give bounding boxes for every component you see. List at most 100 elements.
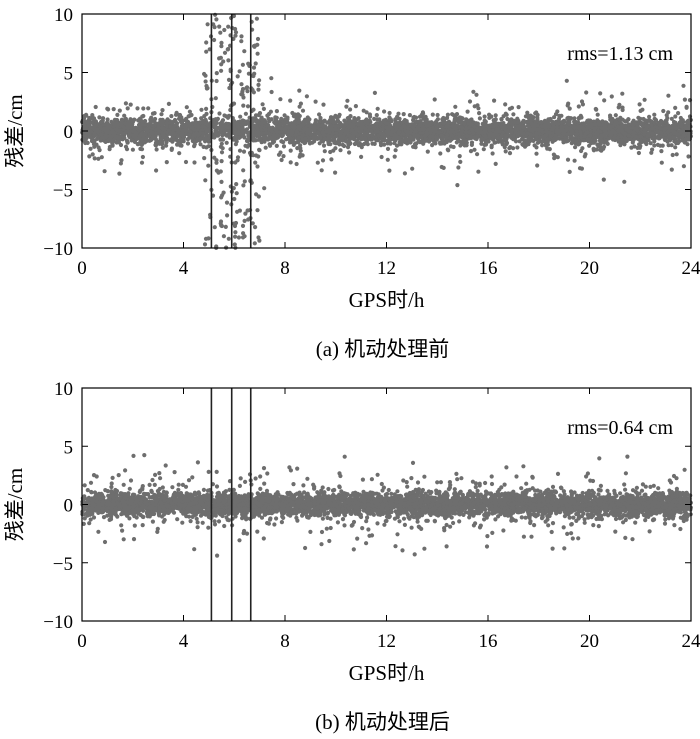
residual-point — [325, 120, 330, 125]
residual-point — [325, 129, 330, 134]
residual-point — [605, 141, 610, 146]
residual-point — [222, 50, 228, 55]
residual-point — [91, 116, 97, 121]
residual-point — [279, 139, 284, 144]
residual-point — [140, 114, 145, 119]
residual-point — [279, 157, 284, 163]
residual-point — [385, 157, 390, 162]
residual-point — [513, 128, 518, 133]
residual-point — [397, 135, 402, 140]
residual-point — [166, 101, 171, 106]
residual-point — [105, 117, 110, 122]
residual-point — [217, 111, 222, 116]
residual-point — [288, 160, 293, 165]
residual-point — [237, 148, 243, 153]
residual-point — [330, 138, 336, 143]
residual-point — [434, 137, 439, 142]
residual-point — [483, 123, 488, 128]
residual-point — [218, 144, 223, 149]
residual-point — [214, 17, 219, 22]
residual-point — [490, 137, 496, 142]
residual-point — [425, 149, 430, 154]
residual-point — [343, 139, 348, 144]
residual-point — [239, 82, 244, 87]
residual-point — [184, 119, 189, 124]
residual-point — [489, 123, 494, 128]
residual-point — [670, 135, 675, 140]
residual-point — [551, 152, 557, 157]
residual-point — [241, 183, 246, 188]
residual-point — [159, 112, 164, 117]
residual-point — [392, 154, 397, 159]
residual-point — [496, 139, 501, 144]
residual-point — [464, 126, 469, 131]
residual-point — [622, 142, 627, 147]
residual-point — [636, 150, 642, 156]
residual-point — [501, 114, 506, 119]
residual-point — [83, 119, 88, 125]
residual-point — [90, 136, 95, 142]
residual-point — [429, 120, 434, 125]
residual-point — [620, 91, 625, 96]
residual-point — [219, 195, 224, 200]
residual-point — [456, 165, 461, 170]
residual-point — [572, 116, 577, 121]
residual-point — [621, 130, 626, 135]
residual-point — [144, 127, 150, 132]
residual-point — [580, 146, 585, 151]
residual-point — [674, 152, 679, 157]
residual-point — [507, 151, 513, 156]
residual-point — [507, 125, 512, 130]
residual-point — [219, 40, 224, 46]
residual-point — [637, 145, 642, 150]
residual-point — [580, 102, 586, 107]
residual-point — [516, 105, 521, 110]
residual-point — [515, 145, 520, 150]
residual-point — [681, 83, 686, 88]
residual-point — [281, 144, 287, 149]
residual-point — [631, 137, 636, 142]
residual-point — [320, 130, 325, 135]
residual-point — [444, 124, 449, 129]
residual-point — [236, 235, 241, 240]
residual-point — [569, 130, 575, 135]
residual-point — [471, 89, 476, 94]
residual-point — [395, 121, 401, 127]
residual-point — [392, 132, 397, 137]
residual-point — [453, 104, 458, 109]
residual-point — [160, 108, 165, 113]
residual-point — [509, 128, 514, 134]
residual-point — [277, 125, 282, 130]
residual-point — [427, 126, 432, 131]
residual-point — [233, 230, 238, 235]
residual-point — [219, 159, 224, 164]
residual-point — [475, 152, 480, 157]
residual-point — [114, 117, 120, 123]
residual-point — [220, 133, 225, 138]
residual-point — [602, 98, 607, 103]
residual-point — [288, 148, 293, 153]
residual-point — [635, 128, 640, 133]
residual-point — [99, 155, 104, 160]
residual-point — [139, 142, 144, 147]
residual-point — [227, 85, 232, 91]
residual-point — [92, 156, 97, 161]
residual-point — [648, 141, 653, 146]
residual-point — [90, 152, 95, 157]
residual-point — [589, 141, 594, 146]
residual-point — [119, 158, 124, 163]
residual-point — [588, 133, 593, 138]
residual-point — [593, 138, 598, 143]
residual-point — [212, 155, 217, 160]
residual-point — [214, 71, 219, 76]
residual-point — [240, 62, 245, 67]
residual-point — [666, 143, 671, 148]
residual-point — [482, 114, 487, 119]
residual-point — [221, 234, 226, 239]
residual-point — [499, 117, 504, 122]
residual-point — [238, 114, 243, 119]
residual-point — [179, 143, 184, 148]
residual-point — [684, 119, 690, 125]
residual-point — [258, 136, 263, 141]
residual-point — [117, 171, 122, 176]
